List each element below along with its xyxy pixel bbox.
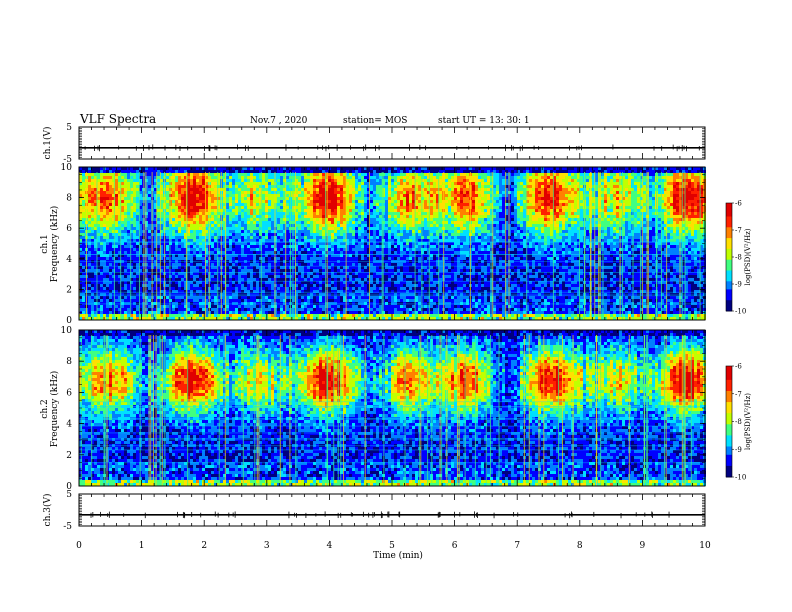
y-tick-label: -5 bbox=[63, 522, 72, 532]
y-tick-label: 6 bbox=[66, 224, 72, 234]
colorbar-tick-label: -10 bbox=[735, 474, 746, 482]
y-tick-label: 8 bbox=[66, 357, 72, 367]
x-tick-label: 1 bbox=[139, 541, 145, 551]
ch2-spectrogram-image bbox=[79, 330, 706, 486]
colorbar-label: log(PSD)(V²/Hz) bbox=[744, 393, 752, 450]
x-tick-label: 10 bbox=[699, 541, 711, 551]
x-axis-label: Time (min) bbox=[373, 550, 423, 561]
x-tick-label: 4 bbox=[327, 541, 333, 551]
colorbar-tick-label: -6 bbox=[735, 363, 742, 371]
y-tick-label: 10 bbox=[61, 163, 73, 173]
figure-title: VLF Spectra bbox=[79, 112, 156, 126]
ch1-spectrogram-ylabel: Frequency (kHz) bbox=[49, 206, 60, 283]
x-tick-label: 9 bbox=[640, 541, 646, 551]
x-tick-label: 7 bbox=[514, 541, 520, 551]
y-tick-label: 5 bbox=[66, 490, 72, 500]
colorbar-tick-label: -8 bbox=[735, 418, 742, 426]
ch3-voltage-panel bbox=[79, 511, 705, 519]
y-tick-label: 0 bbox=[66, 482, 72, 492]
colorbar-tick-label: -9 bbox=[735, 281, 742, 289]
y-tick-label: 2 bbox=[66, 285, 72, 295]
ch1-spectrogram-image bbox=[78, 167, 706, 320]
x-tick-label: 3 bbox=[264, 541, 270, 551]
station-label: station= MOS bbox=[343, 116, 407, 126]
y-tick-label: 0 bbox=[66, 316, 72, 326]
y-tick-label: 4 bbox=[66, 255, 72, 265]
ch2-spectrogram-ylabel: Frequency (kHz) bbox=[49, 371, 60, 448]
y-tick-label: 4 bbox=[66, 420, 72, 430]
ch1-voltage-panel bbox=[79, 144, 705, 152]
y-tick-label: 6 bbox=[66, 388, 72, 398]
ch2-colorbar: -6 -7 -8 -9 -10 log(PSD)(V²/Hz) bbox=[725, 363, 752, 482]
colorbar-label: log(PSD)(V²/Hz) bbox=[744, 228, 752, 285]
y-tick-label: 8 bbox=[66, 194, 72, 204]
x-tick-label: 5 bbox=[389, 541, 395, 551]
colorbar-tick-label: -10 bbox=[735, 308, 746, 316]
colorbar-tick-label: -9 bbox=[735, 446, 742, 454]
start-time-label: start UT = 13: 30: 1 bbox=[438, 116, 530, 126]
x-tick-label: 2 bbox=[201, 541, 207, 551]
y-tick-label: -5 bbox=[63, 155, 72, 165]
colorbar-tick-label: -8 bbox=[735, 254, 742, 262]
ch1-spectrogram-ylabel-channel: ch.1 bbox=[40, 234, 50, 253]
x-tick-label: 6 bbox=[452, 541, 458, 551]
x-tick-label: 8 bbox=[577, 541, 583, 551]
x-tick-label: 0 bbox=[76, 541, 82, 551]
ch2-spectrogram-ylabel-channel: ch.2 bbox=[40, 399, 50, 418]
ch1-colorbar: -6 -7 -8 -9 -10 log(PSD)(V²/Hz) bbox=[725, 200, 752, 316]
colorbar-tick-label: -7 bbox=[735, 227, 742, 235]
ch1-voltage-ylabel: ch.1(V) bbox=[42, 127, 53, 160]
colorbar-tick-label: -7 bbox=[735, 390, 742, 398]
ch3-voltage-ylabel: ch.3(V) bbox=[42, 494, 53, 527]
colorbar-tick-label: -6 bbox=[735, 200, 742, 208]
date-label: Nov.7 , 2020 bbox=[250, 116, 308, 126]
y-tick-label: 5 bbox=[66, 123, 72, 133]
y-tick-label: 2 bbox=[66, 451, 72, 461]
y-tick-label: 10 bbox=[61, 326, 73, 336]
